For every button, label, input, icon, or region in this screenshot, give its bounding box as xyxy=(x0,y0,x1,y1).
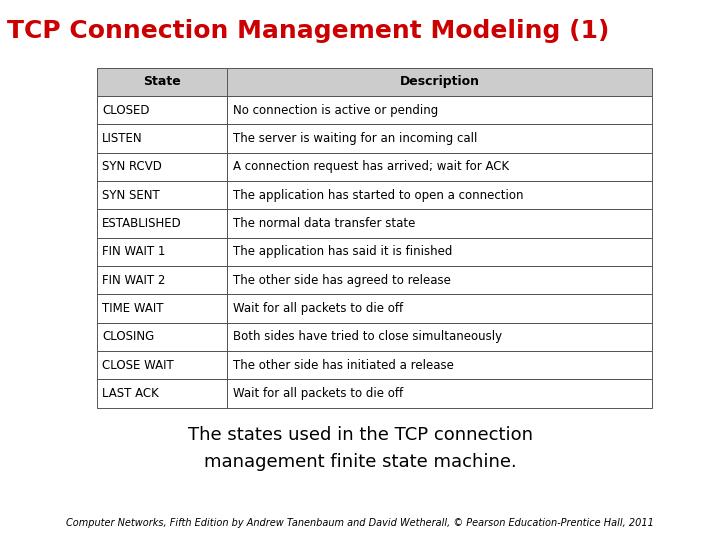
Text: FIN WAIT 2: FIN WAIT 2 xyxy=(102,274,166,287)
Text: SYN RCVD: SYN RCVD xyxy=(102,160,162,173)
Text: LISTEN: LISTEN xyxy=(102,132,143,145)
Text: Computer Networks, Fifth Edition by Andrew Tanenbaum and David Wetherall, © Pear: Computer Networks, Fifth Edition by Andr… xyxy=(66,518,654,528)
Text: CLOSED: CLOSED xyxy=(102,104,150,117)
Text: TCP Connection Management Modeling (1): TCP Connection Management Modeling (1) xyxy=(7,19,610,43)
Text: Both sides have tried to close simultaneously: Both sides have tried to close simultane… xyxy=(233,330,502,343)
Text: The other side has agreed to release: The other side has agreed to release xyxy=(233,274,451,287)
Text: The normal data transfer state: The normal data transfer state xyxy=(233,217,415,230)
Text: The server is waiting for an incoming call: The server is waiting for an incoming ca… xyxy=(233,132,477,145)
Text: A connection request has arrived; wait for ACK: A connection request has arrived; wait f… xyxy=(233,160,508,173)
Text: Wait for all packets to die off: Wait for all packets to die off xyxy=(233,302,402,315)
Text: ESTABLISHED: ESTABLISHED xyxy=(102,217,182,230)
Text: State: State xyxy=(143,75,181,88)
Text: LAST ACK: LAST ACK xyxy=(102,387,159,400)
Text: CLOSING: CLOSING xyxy=(102,330,155,343)
Text: TIME WAIT: TIME WAIT xyxy=(102,302,163,315)
Polygon shape xyxy=(228,68,652,96)
Text: Description: Description xyxy=(400,75,480,88)
Text: The other side has initiated a release: The other side has initiated a release xyxy=(233,359,454,372)
Text: management finite state machine.: management finite state machine. xyxy=(204,453,516,471)
Polygon shape xyxy=(97,68,228,96)
Text: The states used in the TCP connection: The states used in the TCP connection xyxy=(187,426,533,444)
Text: The application has said it is finished: The application has said it is finished xyxy=(233,245,452,258)
Text: No connection is active or pending: No connection is active or pending xyxy=(233,104,438,117)
Text: The application has started to open a connection: The application has started to open a co… xyxy=(233,188,523,201)
Text: CLOSE WAIT: CLOSE WAIT xyxy=(102,359,174,372)
Text: SYN SENT: SYN SENT xyxy=(102,188,160,201)
Text: Wait for all packets to die off: Wait for all packets to die off xyxy=(233,387,402,400)
Text: FIN WAIT 1: FIN WAIT 1 xyxy=(102,245,166,258)
